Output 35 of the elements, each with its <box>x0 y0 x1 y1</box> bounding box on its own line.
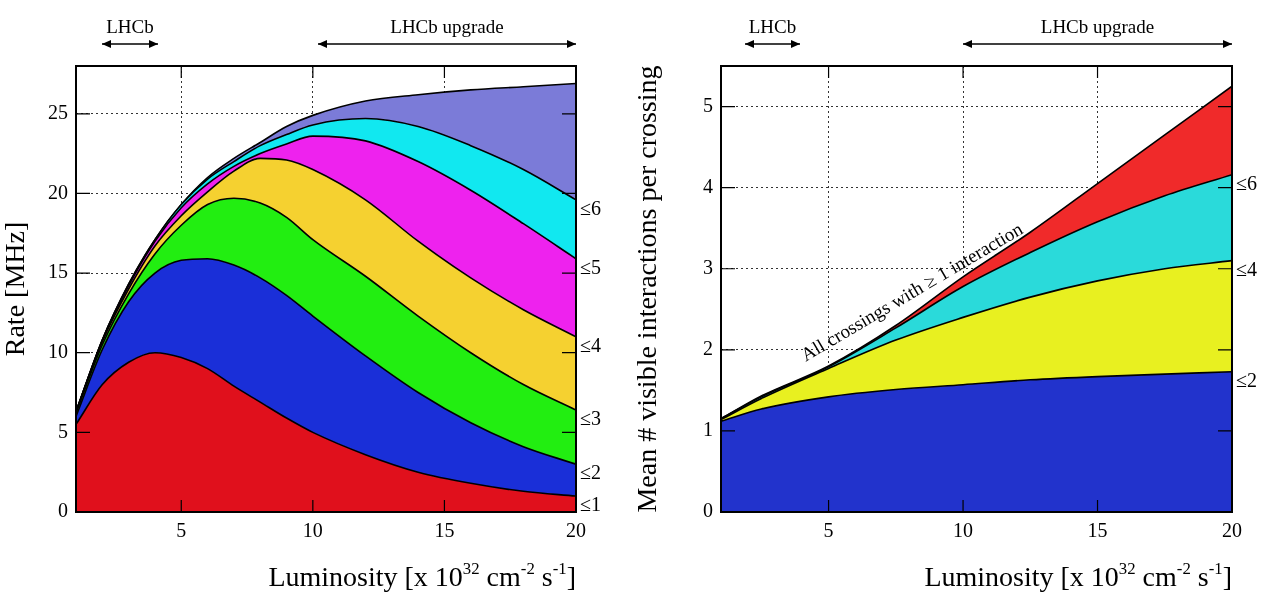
text: LHCb upgrade <box>1040 16 1155 37</box>
text: LHCb <box>748 16 797 37</box>
legend-label: ≤4 <box>580 334 601 357</box>
y-tick-label: 3 <box>703 255 713 278</box>
y-tick-label: 25 <box>48 101 68 124</box>
y-tick-label: 5 <box>703 93 713 116</box>
y-tick-label: 4 <box>703 174 713 197</box>
y-axis-title: Rate [MHz] <box>0 221 31 357</box>
x-tick-label: 15 <box>434 519 455 542</box>
legend-label: ≤5 <box>580 255 601 278</box>
x-tick-label: 5 <box>176 519 187 542</box>
series-label: ≤2 <box>1236 368 1257 391</box>
x-tick-label: 20 <box>566 519 586 542</box>
x-tick-label: 15 <box>1087 519 1108 542</box>
x-tick-label: 5 <box>823 519 834 542</box>
y-tick-label: 0 <box>703 499 713 522</box>
y-tick-label: 2 <box>703 337 713 360</box>
text: LHCb <box>106 16 154 37</box>
x-tick-label: 10 <box>302 519 323 542</box>
series-label: ≤2 <box>580 461 601 484</box>
legend-label: ≤6 <box>1236 171 1257 194</box>
text: LHCb upgrade <box>390 16 504 37</box>
y-tick-label: 10 <box>48 339 68 362</box>
legend-label: ≤4 <box>1236 257 1257 280</box>
y-tick-label: 0 <box>58 499 68 522</box>
y-tick-label: 1 <box>703 418 713 441</box>
series-label: ≤6 <box>580 197 601 220</box>
y-tick-label: 20 <box>48 180 68 203</box>
series-label: ≤1 <box>580 493 601 516</box>
y-axis-title: Mean # visible interactions per crossing <box>631 65 663 513</box>
x-tick-label: 10 <box>953 519 974 542</box>
series-label: ≤3 <box>580 407 601 430</box>
y-tick-label: 15 <box>48 260 68 283</box>
y-tick-label: 5 <box>58 419 68 442</box>
x-tick-label: 20 <box>1222 519 1242 542</box>
